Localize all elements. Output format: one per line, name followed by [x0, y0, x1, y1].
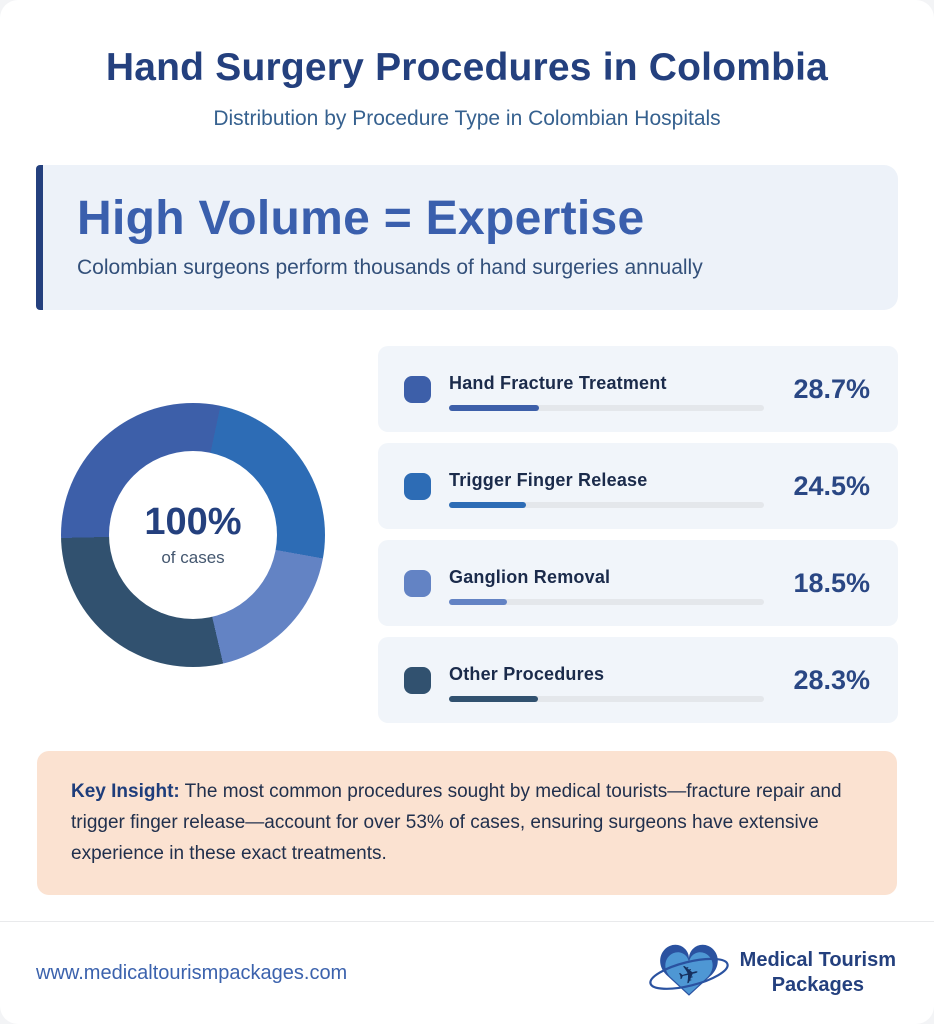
legend-item-percentage: 28.3%	[793, 664, 870, 695]
page-title: Hand Surgery Procedures in Colombia	[105, 46, 829, 89]
key-insight-label: Key Insight:	[71, 781, 180, 802]
brand-logo: ✈ Medical Tourism Packages	[646, 935, 896, 1011]
legend-color-swatch	[404, 472, 431, 500]
highlight-callout: High Volume = Expertise Colombian surgeo…	[36, 165, 898, 310]
legend-item: Ganglion Removal 18.5%	[378, 540, 898, 626]
legend-bar-fill	[449, 405, 540, 411]
key-insight-text: The most common procedures sought by med…	[71, 781, 842, 864]
legend-item-percentage: 24.5%	[793, 470, 870, 501]
legend-item-body: Other Procedures	[449, 658, 764, 702]
brand-name-line2: Packages	[771, 974, 864, 996]
legend-item-body: Trigger Finger Release	[449, 464, 764, 508]
legend-item-percentage: 18.5%	[793, 567, 870, 598]
legend-item-label: Ganglion Removal	[449, 567, 611, 587]
key-insight-box: Key Insight: The most common procedures …	[37, 751, 897, 896]
donut-chart-wrap: 100% of cases	[36, 402, 350, 667]
brand-name-line1: Medical Tourism	[739, 949, 896, 971]
header: Hand Surgery Procedures in Colombia Dist…	[0, 0, 934, 131]
legend-bar-track	[449, 599, 764, 605]
callout-subheading: Colombian surgeons perform thousands of …	[77, 256, 703, 279]
legend-item-label: Trigger Finger Release	[449, 470, 648, 490]
legend-item-body: Ganglion Removal	[449, 561, 764, 605]
legend-color-swatch	[404, 666, 431, 694]
donut-center-label: of cases	[161, 548, 225, 567]
legend-bar-track	[449, 502, 764, 508]
legend-bar-track	[449, 405, 764, 411]
donut-hole: 100% of cases	[109, 450, 277, 619]
legend-color-swatch	[404, 375, 431, 403]
chart-legend: Hand Fracture Treatment 28.7% Trigger Fi…	[378, 346, 898, 723]
legend-bar-track	[449, 696, 764, 702]
legend-color-swatch	[404, 569, 431, 597]
legend-item: Hand Fracture Treatment 28.7%	[378, 346, 898, 432]
legend-bar-fill	[449, 696, 539, 702]
legend-item-body: Hand Fracture Treatment	[449, 367, 764, 411]
legend-item: Other Procedures 28.3%	[378, 637, 898, 723]
page-subtitle: Distribution by Procedure Type in Colomb…	[213, 107, 721, 130]
callout-heading: High Volume = Expertise	[77, 192, 645, 245]
legend-item: Trigger Finger Release 24.5%	[378, 443, 898, 529]
legend-bar-fill	[449, 599, 508, 605]
legend-bar-fill	[449, 502, 527, 508]
donut-chart: 100% of cases	[61, 402, 325, 667]
legend-item-label: Other Procedures	[449, 664, 605, 684]
heart-plane-logo-icon: ✈	[648, 944, 729, 996]
footer: www.medicaltourismpackages.com ✈ Medical…	[0, 921, 934, 1024]
legend-item-label: Hand Fracture Treatment	[449, 373, 667, 393]
chart-section: 100% of cases Hand Fracture Treatment 28…	[0, 346, 934, 723]
website-link[interactable]: www.medicaltourismpackages.com	[36, 961, 348, 984]
legend-item-percentage: 28.7%	[793, 373, 870, 404]
brand-name: Medical Tourism Packages	[740, 948, 896, 998]
donut-center-value: 100%	[144, 501, 242, 543]
